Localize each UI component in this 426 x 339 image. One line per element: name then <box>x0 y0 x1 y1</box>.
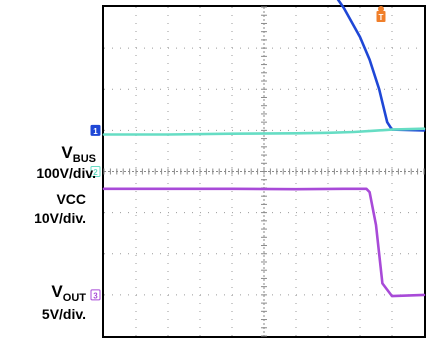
vcc-name: VCC <box>56 191 86 207</box>
channel-label-vout: VOUT 5V/div. <box>42 282 86 322</box>
vcc-scale: 10V/div. <box>34 210 86 226</box>
svg-text:VBUS: VBUS <box>61 143 96 165</box>
vbus-name: V <box>61 143 73 162</box>
channel-3-marker: 3 <box>91 290 100 301</box>
trigger-marker-label: T <box>379 13 384 22</box>
svg-text:VOUT: VOUT <box>51 282 86 304</box>
channel-label-vbus: VBUS 100V/div. <box>36 143 96 181</box>
channel-3-marker-label: 3 <box>93 291 98 300</box>
vbus-scale: 100V/div. <box>36 165 96 181</box>
vout-subscript: OUT <box>63 292 87 304</box>
vbus-subscript: BUS <box>73 153 96 165</box>
channel-label-vcc: VCC 10V/div. <box>34 191 86 226</box>
channel-1-marker-label: 1 <box>93 127 98 136</box>
channel-markers: 123 <box>91 125 100 300</box>
channel-1-marker: 1 <box>91 125 100 136</box>
vout-scale: 5V/div. <box>42 306 86 322</box>
vout-name: V <box>51 282 63 301</box>
